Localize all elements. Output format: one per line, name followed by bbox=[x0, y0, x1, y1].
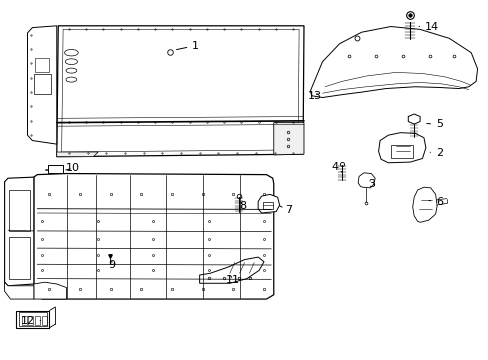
Polygon shape bbox=[27, 26, 57, 144]
Text: 6: 6 bbox=[428, 197, 442, 207]
Text: 5: 5 bbox=[426, 120, 442, 129]
Text: 8: 8 bbox=[239, 201, 246, 211]
Text: 1: 1 bbox=[176, 41, 199, 50]
Polygon shape bbox=[4, 282, 34, 299]
Bar bbox=[48, 165, 63, 173]
Bar bbox=[21, 316, 26, 325]
Polygon shape bbox=[412, 187, 436, 222]
Text: 4: 4 bbox=[330, 162, 341, 172]
Polygon shape bbox=[34, 282, 66, 299]
Bar bbox=[262, 202, 273, 210]
Bar bbox=[34, 74, 51, 94]
Text: 7: 7 bbox=[279, 206, 291, 216]
Text: 2: 2 bbox=[429, 148, 442, 158]
Bar bbox=[19, 312, 46, 326]
Polygon shape bbox=[258, 194, 279, 213]
Bar bbox=[9, 237, 30, 279]
Polygon shape bbox=[199, 257, 264, 283]
Polygon shape bbox=[310, 27, 477, 98]
Bar bbox=[42, 316, 47, 325]
Text: 13: 13 bbox=[307, 91, 322, 102]
Bar bbox=[16, 311, 49, 328]
Polygon shape bbox=[34, 174, 273, 299]
Text: 14: 14 bbox=[418, 22, 438, 32]
Bar bbox=[28, 316, 33, 325]
Polygon shape bbox=[273, 123, 304, 155]
Text: 3: 3 bbox=[367, 179, 374, 189]
Text: 10: 10 bbox=[66, 163, 80, 173]
Polygon shape bbox=[357, 173, 374, 188]
Text: 11: 11 bbox=[226, 275, 240, 285]
Bar bbox=[390, 145, 412, 158]
Bar bbox=[35, 316, 40, 325]
Bar bbox=[35, 58, 49, 72]
Polygon shape bbox=[57, 26, 304, 157]
Polygon shape bbox=[4, 177, 34, 286]
Text: 12: 12 bbox=[20, 316, 41, 325]
Bar bbox=[9, 190, 30, 231]
Text: 9: 9 bbox=[108, 260, 115, 270]
Polygon shape bbox=[57, 152, 98, 157]
Polygon shape bbox=[378, 133, 425, 163]
